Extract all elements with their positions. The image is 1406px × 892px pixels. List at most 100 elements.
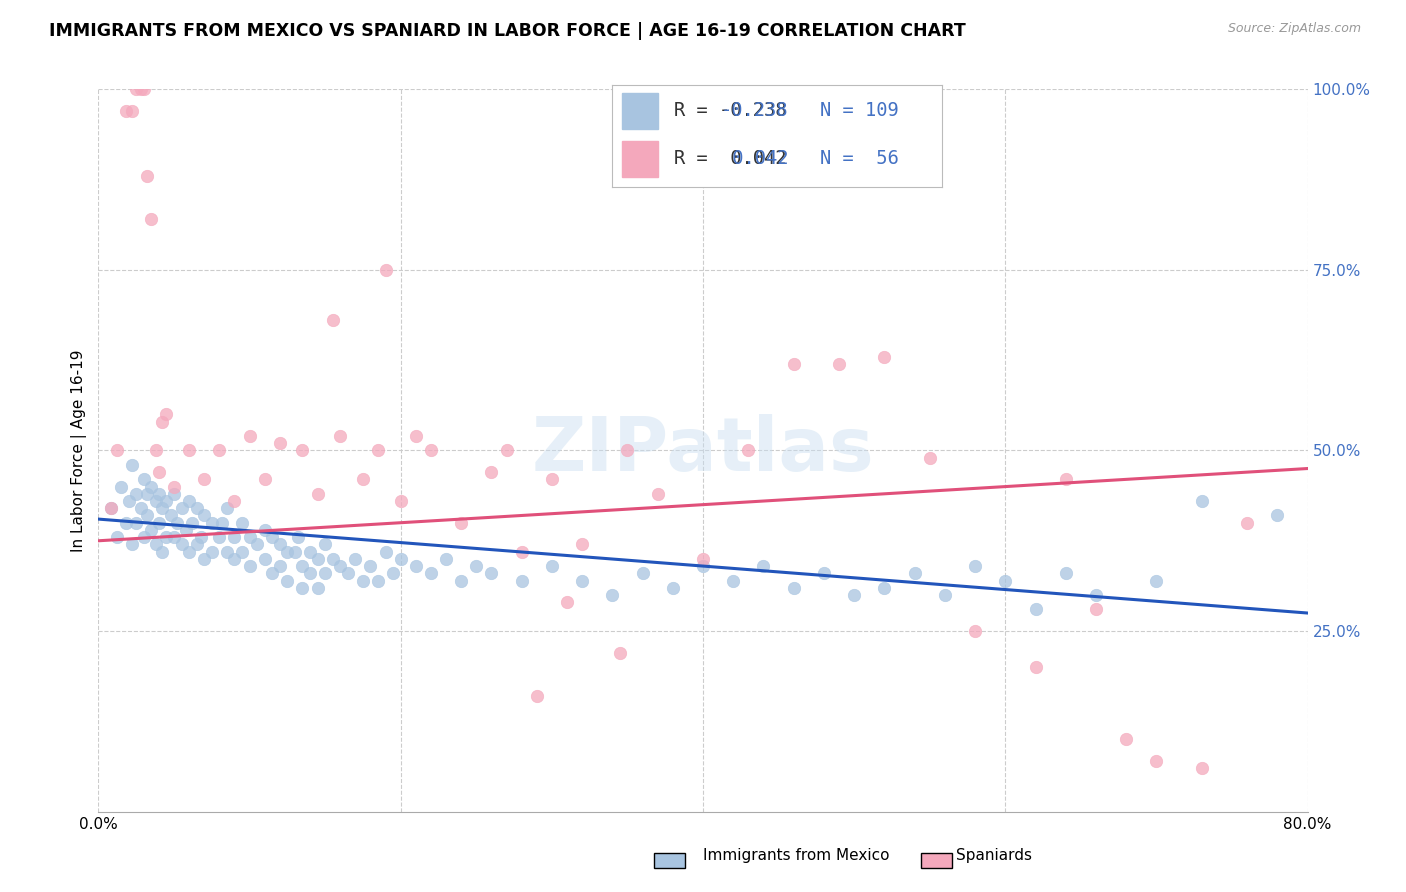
Point [114,103,136,118]
Point [246,537,269,551]
Point [647,487,669,501]
Point [287,530,309,544]
Point [382,566,405,581]
Text: IMMIGRANTS FROM MEXICO VS SPANIARD IN LABOR FORCE | AGE 16-19 CORRELATION CHART: IMMIGRANTS FROM MEXICO VS SPANIARD IN LA… [49,22,966,40]
Point [450,516,472,530]
Point [571,537,593,551]
Point [1236,516,1258,530]
Point [155,530,177,544]
Point [145,537,167,551]
Bar [621,141,658,177]
Point [291,559,314,574]
Point [405,559,427,574]
Point [631,566,654,581]
Point [129,501,152,516]
Point [125,516,148,530]
Text: N =  56: N = 56 [820,149,898,168]
Point [155,494,177,508]
Point [193,472,215,486]
Point [132,82,155,96]
Point [602,588,624,602]
Point [100,501,122,516]
Point [844,588,866,602]
Point [540,472,562,486]
Point [420,443,443,458]
Point [352,472,374,486]
Point [314,566,336,581]
Point [141,523,163,537]
Point [231,544,253,558]
Point [269,559,291,574]
Point [555,595,578,609]
Point [965,624,987,639]
Point [208,443,231,458]
Point [336,566,359,581]
Point [374,544,396,558]
Point [692,551,714,566]
Point [389,551,412,566]
Point [374,262,396,277]
Point [389,494,412,508]
Point [1085,602,1108,616]
Point [994,574,1017,588]
Point [105,443,128,458]
Point [276,574,298,588]
Point [166,516,188,530]
Text: R = -0.238: R = -0.238 [675,102,787,120]
Text: ZIPatlas: ZIPatlas [531,414,875,487]
Text: -0.238: -0.238 [721,102,789,120]
Point [121,103,143,118]
Point [526,689,548,703]
Point [367,443,389,458]
Point [262,566,284,581]
Point [965,559,987,574]
Text: R =  0.042: R = 0.042 [675,149,787,168]
Point [193,551,215,566]
Point [155,407,177,421]
Point [344,551,367,566]
Point [224,494,246,508]
Point [420,566,443,581]
Point [661,581,683,595]
Point [434,551,457,566]
Point [1144,574,1167,588]
Point [132,472,155,486]
Point [405,429,427,443]
Point [253,551,276,566]
Point [224,530,246,544]
Point [141,480,163,494]
Point [481,566,503,581]
Point [873,581,896,595]
Point [141,212,163,227]
Point [105,530,128,544]
Point [253,472,276,486]
Point [129,82,152,96]
Text: 0.042: 0.042 [721,149,789,168]
Point [481,465,503,479]
Point [299,566,322,581]
Point [723,574,745,588]
Point [145,443,167,458]
Point [284,544,307,558]
Point [163,530,186,544]
Point [329,559,352,574]
Point [179,544,201,558]
Point [1191,494,1213,508]
Point [121,458,143,472]
Point [253,523,276,537]
Point [616,443,638,458]
Point [510,544,533,558]
Point [510,574,533,588]
Point [783,357,806,371]
Point [1024,602,1046,616]
Point [299,544,322,558]
Point [201,544,224,558]
Point [322,313,344,327]
Point [262,530,284,544]
Point [148,516,170,530]
Point [150,501,173,516]
Point [1085,588,1108,602]
Point [215,501,238,516]
Point [1144,754,1167,768]
Point [1191,761,1213,775]
